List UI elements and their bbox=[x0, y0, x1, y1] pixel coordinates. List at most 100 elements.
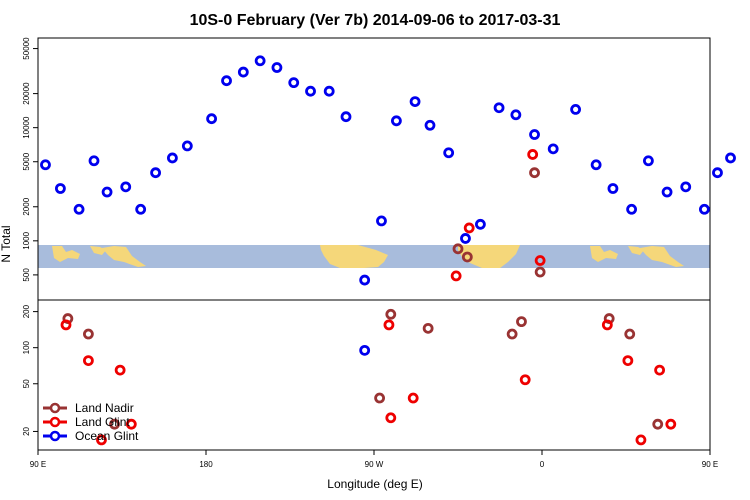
point-ocean-glint bbox=[221, 75, 232, 87]
y-tick-label: 2000 bbox=[22, 197, 31, 215]
y-tick-label: 5000 bbox=[22, 152, 31, 170]
point-ocean-glint bbox=[101, 186, 113, 198]
point-land-glint bbox=[519, 374, 531, 386]
point-land-nadir bbox=[385, 308, 397, 320]
point-ocean-glint bbox=[712, 167, 723, 179]
point-land-nadir bbox=[534, 266, 546, 278]
point-ocean-glint bbox=[135, 203, 147, 215]
point-ocean-glint bbox=[510, 109, 522, 121]
point-land-glint bbox=[385, 412, 397, 424]
point-ocean-glint bbox=[237, 66, 249, 78]
point-ocean-glint bbox=[120, 181, 132, 193]
x-tick-label: 0 bbox=[540, 460, 545, 469]
point-land-nadir bbox=[506, 328, 518, 340]
legend-item-land-glint: Land Glint bbox=[43, 415, 130, 429]
point-land-glint bbox=[665, 418, 677, 430]
point-ocean-glint bbox=[590, 159, 602, 171]
point-land-nadir bbox=[529, 167, 540, 179]
point-ocean-glint bbox=[40, 159, 51, 171]
point-land-glint bbox=[383, 319, 395, 331]
point-ocean-glint bbox=[409, 96, 421, 107]
point-land-nadir bbox=[452, 243, 464, 255]
point-land-glint bbox=[114, 364, 126, 376]
x-tick-label: 90 W bbox=[365, 460, 384, 469]
point-ocean-glint bbox=[643, 155, 654, 167]
point-land-glint bbox=[527, 149, 539, 160]
point-ocean-glint bbox=[725, 152, 736, 164]
point-ocean-glint bbox=[73, 203, 85, 215]
point-land-nadir bbox=[83, 328, 94, 340]
point-ocean-glint bbox=[271, 62, 283, 73]
legend-marker-ocean-glint bbox=[49, 430, 61, 442]
legend-marker-land-glint bbox=[49, 416, 61, 428]
y-axis-ticks-lower: 20 50 100 200 bbox=[22, 304, 38, 436]
y-tick-label: 500 bbox=[22, 268, 31, 282]
y-tick-label: 10000 bbox=[22, 116, 31, 139]
point-land-glint bbox=[635, 434, 647, 446]
point-land-nadir bbox=[652, 418, 664, 430]
point-land-glint bbox=[83, 355, 94, 367]
point-ocean-glint bbox=[206, 113, 218, 125]
point-ocean-glint bbox=[607, 183, 619, 194]
point-ocean-glint bbox=[474, 218, 486, 230]
y-axis-ticks-upper: 500 1000 2000 5000 10000 20000 50000 bbox=[22, 37, 38, 282]
point-ocean-glint bbox=[340, 111, 352, 123]
point-ocean-glint bbox=[390, 115, 402, 127]
chart-title: 10S-0 February (Ver 7b) 2014-09-06 to 20… bbox=[190, 12, 561, 29]
point-ocean-glint bbox=[680, 181, 692, 193]
x-tick-label: 90 E bbox=[30, 460, 46, 469]
map-land-africa bbox=[458, 245, 520, 268]
legend-label-land-glint: Land Glint bbox=[75, 415, 130, 429]
legend-label-ocean-glint: Ocean Glint bbox=[75, 429, 139, 443]
point-ocean-glint bbox=[254, 55, 266, 67]
point-ocean-glint bbox=[493, 102, 505, 114]
legend: Land Nadir Land Glint Ocean Glint bbox=[43, 401, 139, 443]
point-ocean-glint bbox=[570, 104, 581, 115]
point-ocean-glint bbox=[88, 155, 100, 167]
y-tick-label: 100 bbox=[22, 340, 31, 354]
point-ocean-glint bbox=[547, 143, 559, 155]
point-ocean-glint bbox=[359, 344, 371, 356]
point-ocean-glint bbox=[460, 233, 471, 244]
point-ocean-glint bbox=[150, 167, 162, 179]
data-points bbox=[40, 55, 736, 446]
point-land-glint bbox=[60, 319, 72, 331]
point-ocean-glint bbox=[699, 203, 710, 215]
point-ocean-glint bbox=[305, 85, 316, 97]
point-ocean-glint bbox=[443, 147, 455, 159]
legend-label-land-nadir: Land Nadir bbox=[75, 401, 134, 415]
point-ocean-glint bbox=[181, 140, 193, 152]
point-ocean-glint bbox=[166, 152, 178, 164]
point-land-glint bbox=[601, 319, 613, 331]
point-land-glint bbox=[622, 355, 634, 367]
point-land-glint bbox=[450, 270, 462, 282]
point-ocean-glint bbox=[529, 129, 540, 140]
y-tick-label: 20000 bbox=[22, 82, 31, 105]
map-land-australia-left bbox=[52, 246, 146, 267]
point-land-glint bbox=[654, 364, 665, 376]
point-land-nadir bbox=[461, 251, 473, 263]
point-ocean-glint bbox=[424, 119, 436, 131]
point-land-glint bbox=[96, 434, 107, 446]
x-tick-label: 90 E bbox=[702, 460, 718, 469]
point-land-nadir bbox=[374, 392, 386, 404]
point-land-nadir bbox=[516, 316, 527, 328]
map-land-australia-right bbox=[590, 246, 684, 267]
y-tick-label: 200 bbox=[22, 304, 31, 318]
point-land-glint bbox=[534, 255, 546, 266]
point-land-glint bbox=[463, 222, 475, 234]
legend-marker-land-nadir bbox=[49, 402, 61, 414]
point-ocean-glint bbox=[626, 203, 637, 215]
x-axis-label: Longitude (deg E) bbox=[327, 477, 422, 491]
point-land-nadir bbox=[109, 418, 120, 430]
point-land-glint bbox=[125, 418, 137, 430]
y-tick-label: 1000 bbox=[22, 231, 31, 249]
point-land-glint bbox=[407, 392, 419, 404]
world-map-strip bbox=[38, 245, 710, 268]
point-ocean-glint bbox=[376, 215, 387, 227]
legend-item-ocean-glint: Ocean Glint bbox=[43, 429, 139, 443]
point-ocean-glint bbox=[661, 186, 673, 198]
point-ocean-glint bbox=[359, 274, 371, 286]
point-ocean-glint bbox=[323, 85, 335, 97]
